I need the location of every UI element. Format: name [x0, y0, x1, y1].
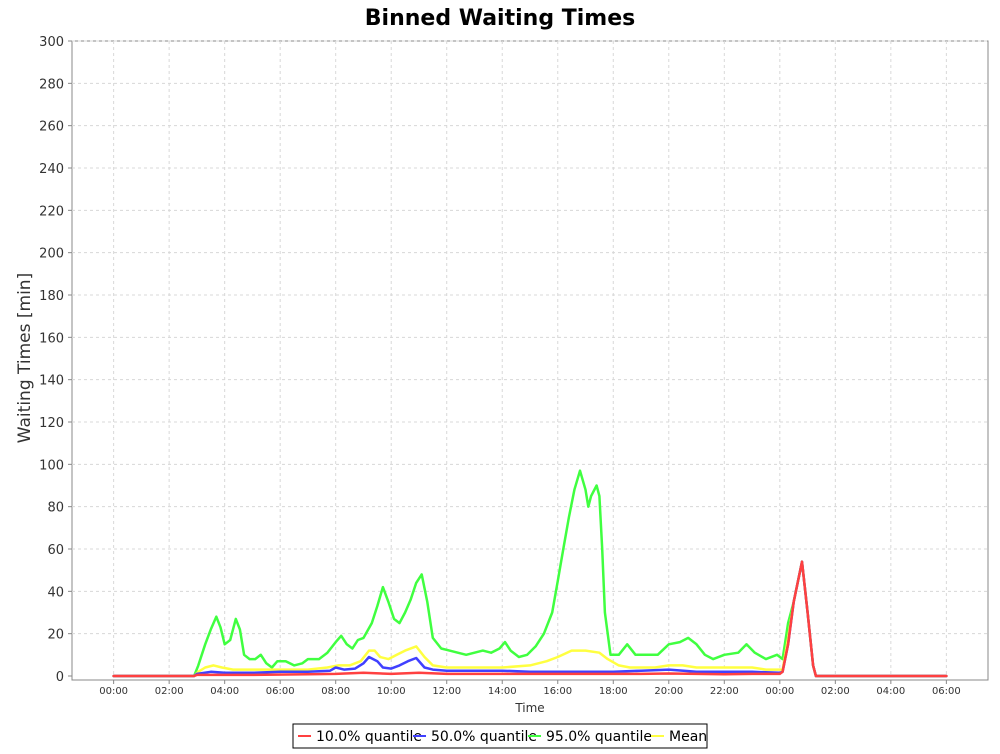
x-tick-label: 16:00 [543, 686, 572, 697]
y-tick-label: 240 [39, 162, 64, 177]
x-tick-label: 06:00 [266, 686, 295, 697]
y-tick-label: 100 [39, 458, 64, 473]
legend: 10.0% quantile 50.0% quantile 95.0% quanti… [293, 724, 707, 748]
y-tick-label: 140 [39, 374, 64, 389]
x-tick-label: 00:00 [765, 686, 794, 697]
x-axis-label: Time [514, 701, 544, 715]
y-tick-label: 0 [56, 670, 64, 685]
y-tick-label: 60 [47, 543, 64, 558]
y-tick-label: 20 [47, 628, 64, 643]
legend-label: Mean [669, 729, 707, 745]
x-tick-label: 14:00 [488, 686, 517, 697]
y-tick-label: 160 [39, 331, 64, 346]
x-tick-label: 04:00 [876, 686, 905, 697]
x-tick-label: 02:00 [821, 686, 850, 697]
x-tick-label: 18:00 [599, 686, 628, 697]
legend-label: 50.0% quantile [431, 729, 537, 745]
x-tick-label: 00:00 [99, 686, 128, 697]
y-tick-label: 120 [39, 416, 64, 431]
x-tick-label: 10:00 [377, 686, 406, 697]
y-tick-label: 280 [39, 77, 64, 92]
x-tick-label: 02:00 [155, 686, 184, 697]
y-tick-label: 300 [39, 35, 64, 50]
x-tick-label: 12:00 [432, 686, 461, 697]
x-tick-label: 20:00 [654, 686, 683, 697]
y-tick-label: 40 [47, 585, 64, 600]
x-tick-label: 06:00 [932, 686, 961, 697]
y-tick-label: 80 [47, 501, 64, 516]
y-tick-label: 200 [39, 247, 64, 262]
legend-label: 10.0% quantile [316, 729, 422, 745]
y-axis-label: Waiting Times [min] [15, 273, 35, 443]
x-tick-label: 08:00 [321, 686, 350, 697]
x-tick-label: 22:00 [710, 686, 739, 697]
y-tick-label: 180 [39, 289, 64, 304]
legend-label: 95.0% quantile [546, 729, 652, 745]
y-tick-label: 260 [39, 120, 64, 135]
chart-title: Binned Waiting Times [365, 6, 635, 31]
y-tick-label: 220 [39, 204, 64, 219]
plot-area [72, 41, 988, 680]
x-tick-label: 04:00 [210, 686, 239, 697]
